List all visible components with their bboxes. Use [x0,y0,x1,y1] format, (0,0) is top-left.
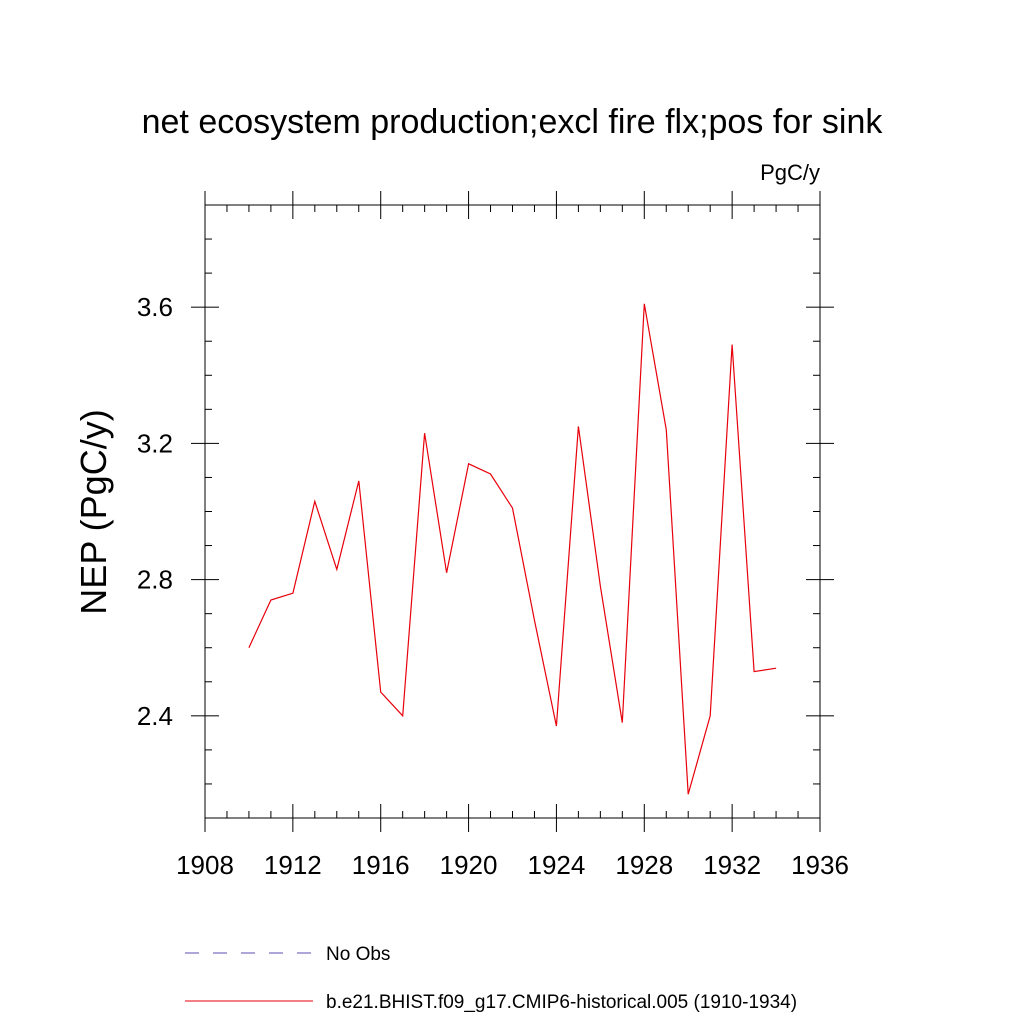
series-layer [248,303,777,795]
y-tick-label: 3.6 [137,292,173,322]
y-axis-label: NEP (PgC/y) [73,409,114,614]
plot-frame [204,204,821,819]
x-tick-label: 1924 [528,850,586,880]
legend-label-historical: b.e21.BHIST.f09_g17.CMIP6-historical.005… [326,992,797,1013]
legend: No Obs b.e21.BHIST.f09_g17.CMIP6-histori… [185,944,797,1013]
y-tick-label: 2.4 [137,701,173,731]
legend-label-no-obs: No Obs [326,944,390,965]
series-line [248,303,777,795]
y-axis-tick-labels: 2.4 2.8 3.2 3.6 [137,292,173,731]
y-axis-ticks [191,204,834,819]
chart-title: net ecosystem production;excl fire flx;p… [142,103,884,141]
x-axis-tick-labels: 1908 1912 1916 1920 1924 1928 1932 1936 [176,850,849,880]
x-tick-label: 1932 [703,850,761,880]
y-tick-label: 2.8 [137,565,173,595]
y-tick-label: 3.2 [137,428,173,458]
x-axis-ticks [204,191,821,832]
units-label: PgC/y [760,160,820,185]
x-tick-label: 1916 [352,850,410,880]
x-tick-label: 1912 [264,850,322,880]
x-tick-label: 1908 [176,850,234,880]
x-tick-label: 1936 [791,850,849,880]
x-tick-label: 1920 [440,850,498,880]
x-tick-label: 1928 [615,850,673,880]
